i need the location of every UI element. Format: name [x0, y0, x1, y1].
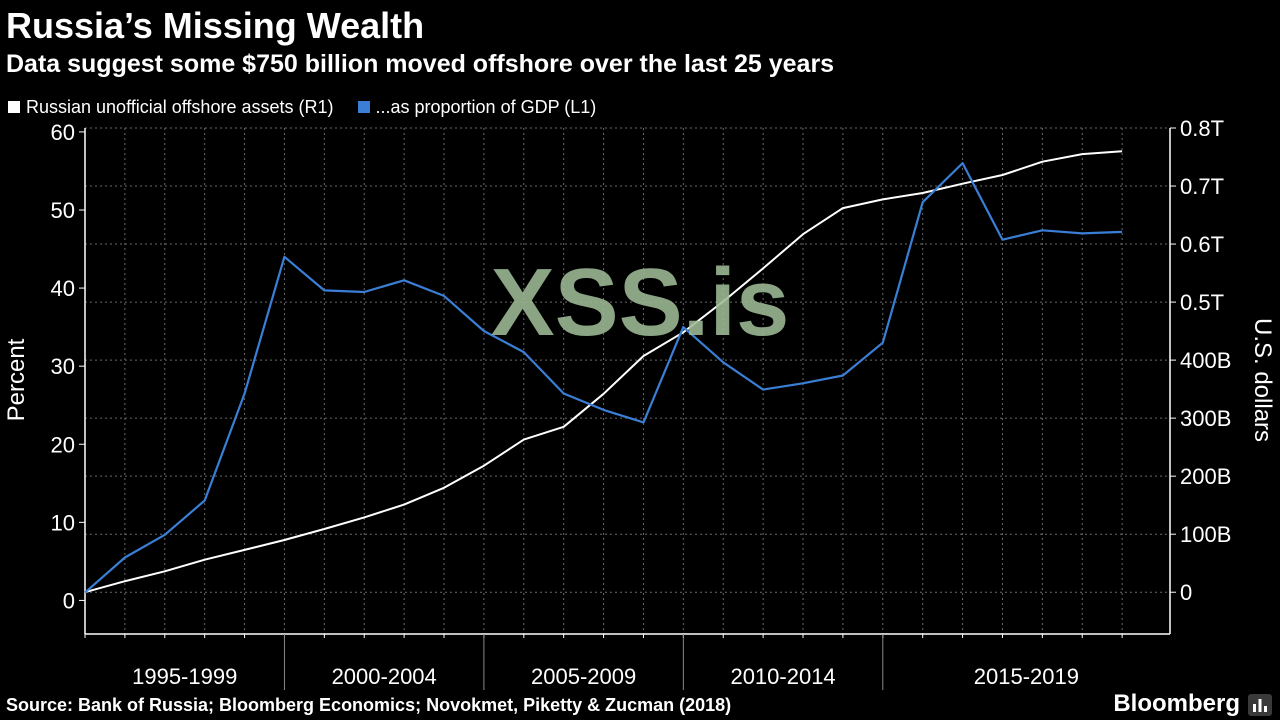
source-note: Source: Bank of Russia; Bloomberg Econom… [6, 695, 732, 715]
legend-swatch-white [8, 101, 20, 113]
y-left-tick-label: 0 [63, 588, 75, 613]
y-right-tick-label: 100B [1180, 522, 1231, 547]
data-series [84, 150, 1123, 594]
y-left-tick-label: 20 [51, 432, 75, 457]
watermark-text: XSS.is [491, 249, 790, 356]
y-right-tick-label: 300B [1180, 406, 1231, 431]
x-period-label: 2005-2009 [531, 664, 636, 689]
chart-legend: Russian unofficial offshore assets (R1) … [8, 95, 620, 119]
chart-subtitle: Data suggest some $750 billion moved off… [6, 50, 835, 78]
y-right-tick-label: 0.5T [1180, 290, 1224, 315]
axis-labels: 1995-1999 2000-2004 2005-2009 2010-2014 2015… [51, 116, 1232, 689]
x-period-label: 1995-1999 [132, 664, 237, 689]
x-period-label: 2010-2014 [730, 664, 835, 689]
x-period-label: 2015-2019 [974, 664, 1079, 689]
chart-title: Russia’s Missing Wealth [6, 5, 425, 46]
y-left-tick-label: 60 [51, 120, 75, 145]
y-right-tick-label: 0 [1180, 580, 1192, 605]
y-right-tick-label: 0.7T [1180, 174, 1224, 199]
legend-item-offshore-assets: Russian unofficial offshore assets (R1) [8, 97, 334, 118]
y-axis-left-title: Percent [3, 338, 30, 421]
series-line-offshore-assets [84, 150, 1123, 594]
axes [79, 127, 1176, 690]
bloomberg-logo: Bloomberg [1113, 690, 1240, 717]
x-period-label: 2000-2004 [332, 664, 437, 689]
y-right-tick-label: 400B [1180, 348, 1231, 373]
legend-item-gdp-proportion: ...as proportion of GDP (L1) [357, 96, 597, 118]
y-right-tick-label: 0.6T [1180, 232, 1224, 257]
y-left-tick-label: 40 [51, 276, 75, 301]
y-left-tick-label: 30 [51, 354, 75, 379]
legend-label-gdp-proportion: ...as proportion of GDP (L1) [375, 96, 597, 117]
y-right-tick-label: 0.8T [1180, 116, 1224, 141]
y-right-tick-label: 200B [1180, 464, 1231, 489]
bloomberg-bars-icon [1248, 694, 1272, 716]
y-axis-right-title: U.S. dollars [1249, 318, 1276, 442]
y-left-tick-label: 50 [51, 198, 75, 223]
y-left-tick-label: 10 [51, 510, 75, 535]
legend-swatch-blue [357, 101, 370, 113]
legend-label-offshore-assets: Russian unofficial offshore assets (R1) [26, 96, 334, 117]
series-line-gdp-proportion [84, 162, 1123, 594]
